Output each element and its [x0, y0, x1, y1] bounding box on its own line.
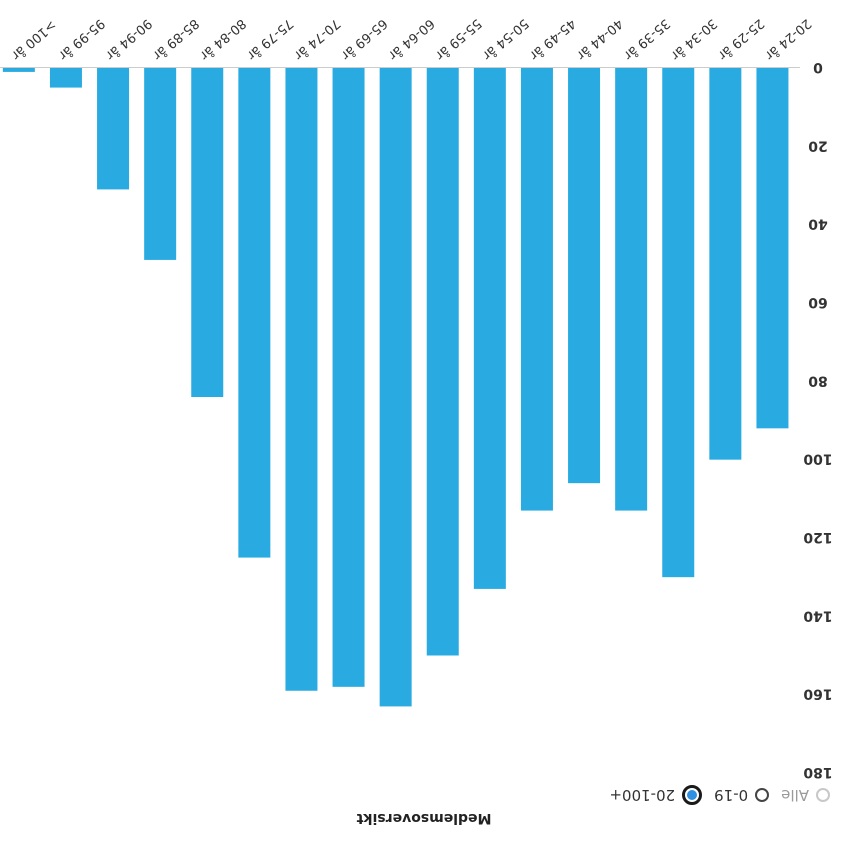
bar [285, 68, 318, 691]
x-tick-label: >100 år [8, 17, 59, 63]
bar [756, 68, 789, 429]
x-tick-label: 65-69 år [337, 15, 389, 62]
bar [379, 68, 412, 707]
bar [568, 68, 601, 484]
bar [615, 68, 648, 511]
y-tick-label: 120 [803, 529, 832, 545]
x-tick-label: 30-34 år [667, 15, 719, 62]
x-tick-label: 70-74 år [290, 15, 342, 62]
bar [426, 68, 459, 656]
bar [49, 68, 82, 88]
y-tick-label: 160 [803, 686, 832, 702]
bar [520, 68, 553, 511]
x-tick-label: 40-44 år [573, 15, 625, 62]
y-tick-label: 20 [808, 137, 828, 153]
y-tick-label: 180 [803, 764, 832, 780]
x-tick-label: 25-29 år [714, 15, 766, 62]
y-tick-label: 100 [803, 451, 832, 467]
y-tick-label: 0 [813, 59, 823, 75]
x-tick-label: 55-59 år [432, 15, 484, 62]
bar [709, 68, 742, 460]
x-tick-label: 20-24 år [761, 15, 813, 62]
x-tick-label: 35-39 år [620, 15, 672, 62]
y-tick-label: 40 [808, 216, 828, 232]
bar [2, 68, 35, 72]
bar [662, 68, 695, 578]
x-tick-label: 45-49 år [526, 15, 578, 62]
x-tick-label: 90-94 år [102, 15, 154, 62]
x-tick-label: 95-99 år [55, 15, 107, 62]
x-tick-label: 80-84 år [196, 15, 248, 62]
x-tick-label: 75-79 år [243, 15, 295, 62]
bar [332, 68, 365, 687]
x-tick-label: 50-54 år [479, 15, 531, 62]
bar [97, 68, 130, 190]
x-tick-label: 85-89 år [149, 15, 201, 62]
bar [473, 68, 506, 589]
y-tick-label: 60 [808, 294, 828, 310]
bar [191, 68, 224, 397]
y-tick-label: 80 [808, 372, 828, 388]
bar [238, 68, 271, 558]
bar [144, 68, 177, 260]
y-tick-label: 140 [803, 607, 832, 623]
x-tick-label: 60-64 år [385, 15, 437, 62]
